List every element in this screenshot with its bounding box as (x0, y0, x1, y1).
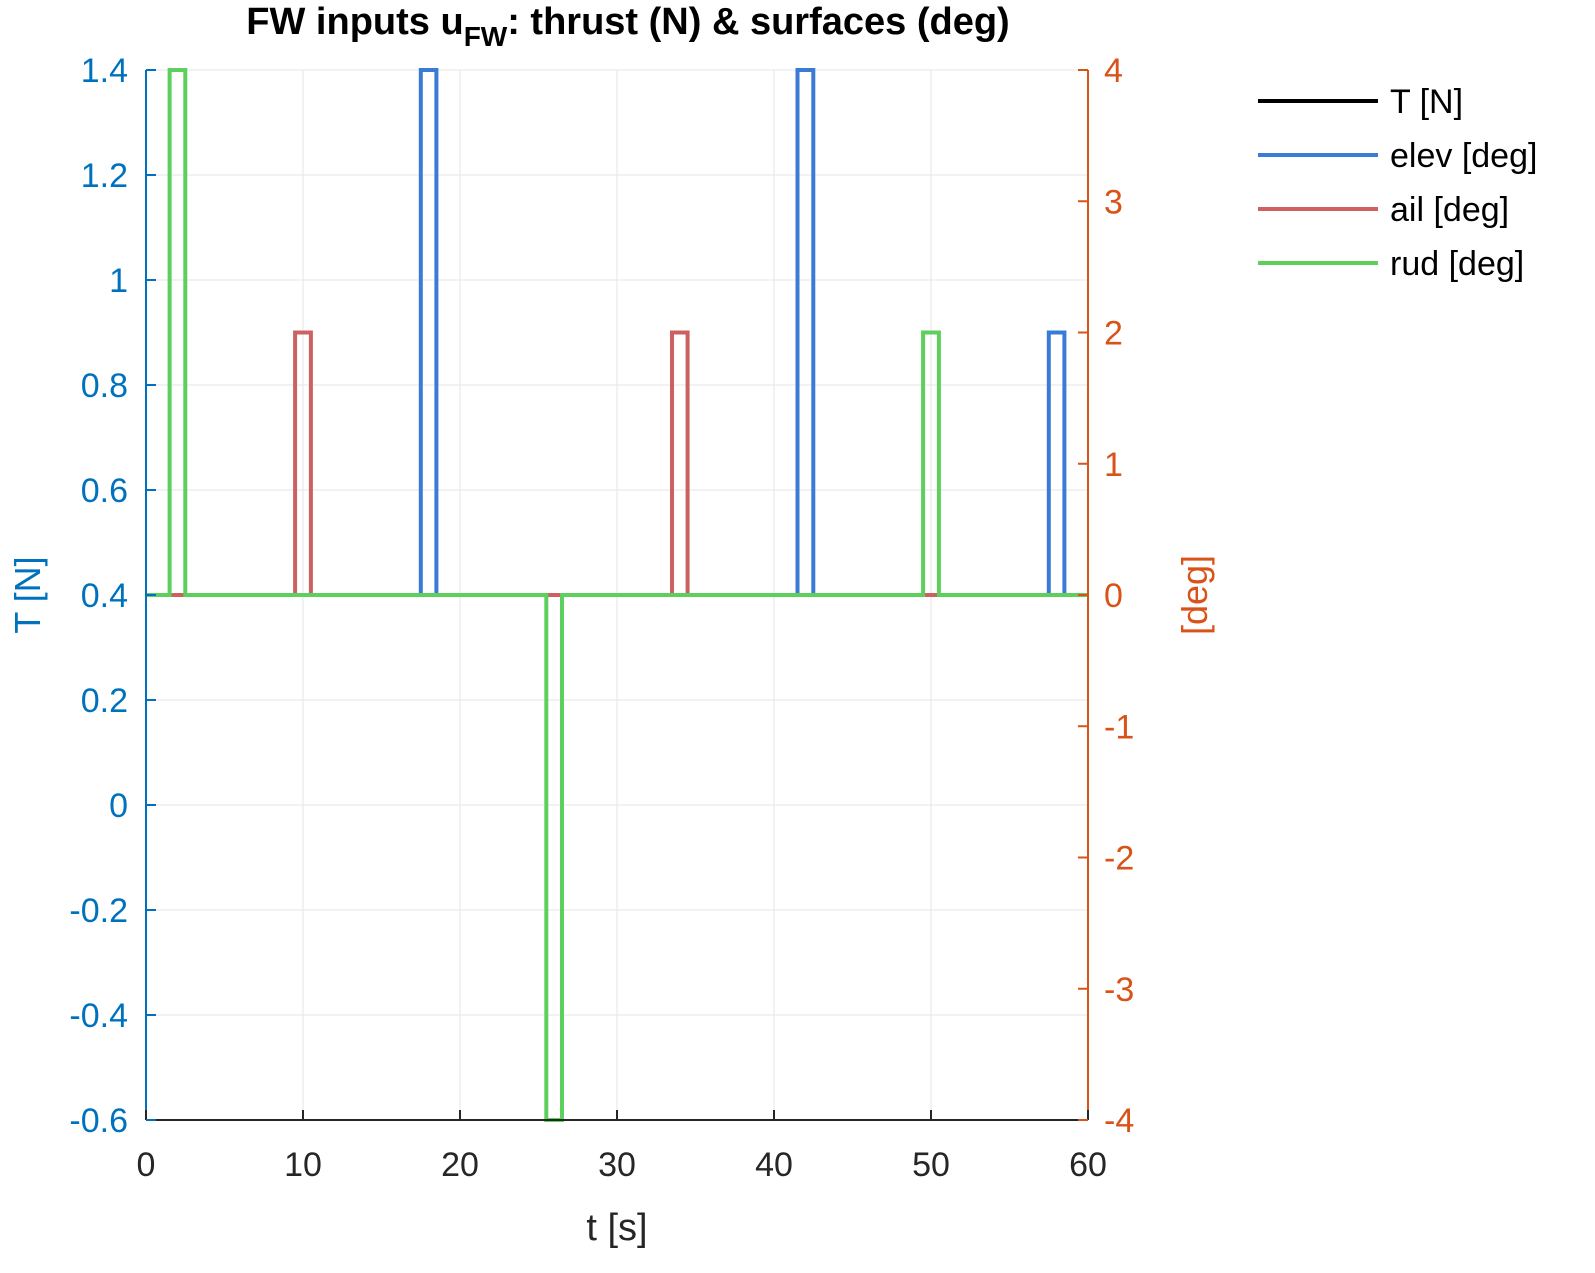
x-tick-label: 40 (755, 1146, 793, 1184)
right-y-axis-label: [deg] (1174, 555, 1215, 635)
legend-label: ail [deg] (1390, 191, 1509, 229)
right-y-tick-label: -3 (1104, 971, 1134, 1009)
x-tick-label: 30 (598, 1146, 636, 1184)
left-y-tick-label: 0.8 (81, 367, 128, 405)
left-y-tick-label: -0.4 (69, 997, 128, 1035)
right-y-tick-label: 0 (1104, 577, 1123, 615)
x-tick-label: 20 (441, 1146, 479, 1184)
left-y-tick-label: -0.2 (69, 892, 128, 930)
right-y-tick-label: 3 (1104, 183, 1123, 221)
series-line-1 (146, 68, 1088, 597)
left-y-tick-label: 0.4 (81, 577, 128, 615)
x-tick-label: 50 (912, 1146, 950, 1184)
chart-title-main: FW inputs u (246, 1, 463, 43)
left-y-tick-label: 0.6 (81, 472, 128, 510)
right-y-tick-label: -1 (1104, 708, 1134, 746)
left-y-tick-label: 0.2 (81, 682, 128, 720)
axes: 0 10 20 30 40 50 601.41.210.80.60.40.20-0.2-0.… (69, 52, 1134, 1184)
legend-label: T [N] (1390, 83, 1463, 121)
right-y-tick-label: 2 (1104, 315, 1123, 353)
x-axis-label: t [s] (586, 1207, 647, 1249)
chart-title-subscript: FW (464, 21, 508, 52)
left-y-tick-label: 1 (109, 262, 128, 300)
left-y-tick-label: 1.4 (81, 52, 128, 90)
legend-label: rud [deg] (1390, 245, 1524, 283)
right-y-tick-label: 4 (1104, 52, 1123, 90)
chart-title: FW inputs uFW: thrust (N) & surfaces (de… (246, 1, 1009, 52)
left-y-tick-label: 0 (109, 787, 128, 825)
right-y-tick-label: -2 (1104, 840, 1134, 878)
left-y-axis-label: T [N] (7, 556, 48, 633)
left-y-tick-label: 1.2 (81, 157, 128, 195)
legend: T [N] elev [deg] ail [deg] rud [deg] (1258, 83, 1537, 283)
right-y-tick-label: 1 (1104, 446, 1123, 484)
x-tick-label: 60 (1069, 1146, 1107, 1184)
left-y-tick-label: -0.6 (69, 1102, 128, 1140)
x-tick-label: 10 (284, 1146, 322, 1184)
x-tick-label: 0 (137, 1146, 156, 1184)
right-y-tick-label: -4 (1104, 1102, 1134, 1140)
chart-title-rest: : thrust (N) & surfaces (deg) (507, 1, 1009, 43)
legend-label: elev [deg] (1390, 137, 1537, 175)
